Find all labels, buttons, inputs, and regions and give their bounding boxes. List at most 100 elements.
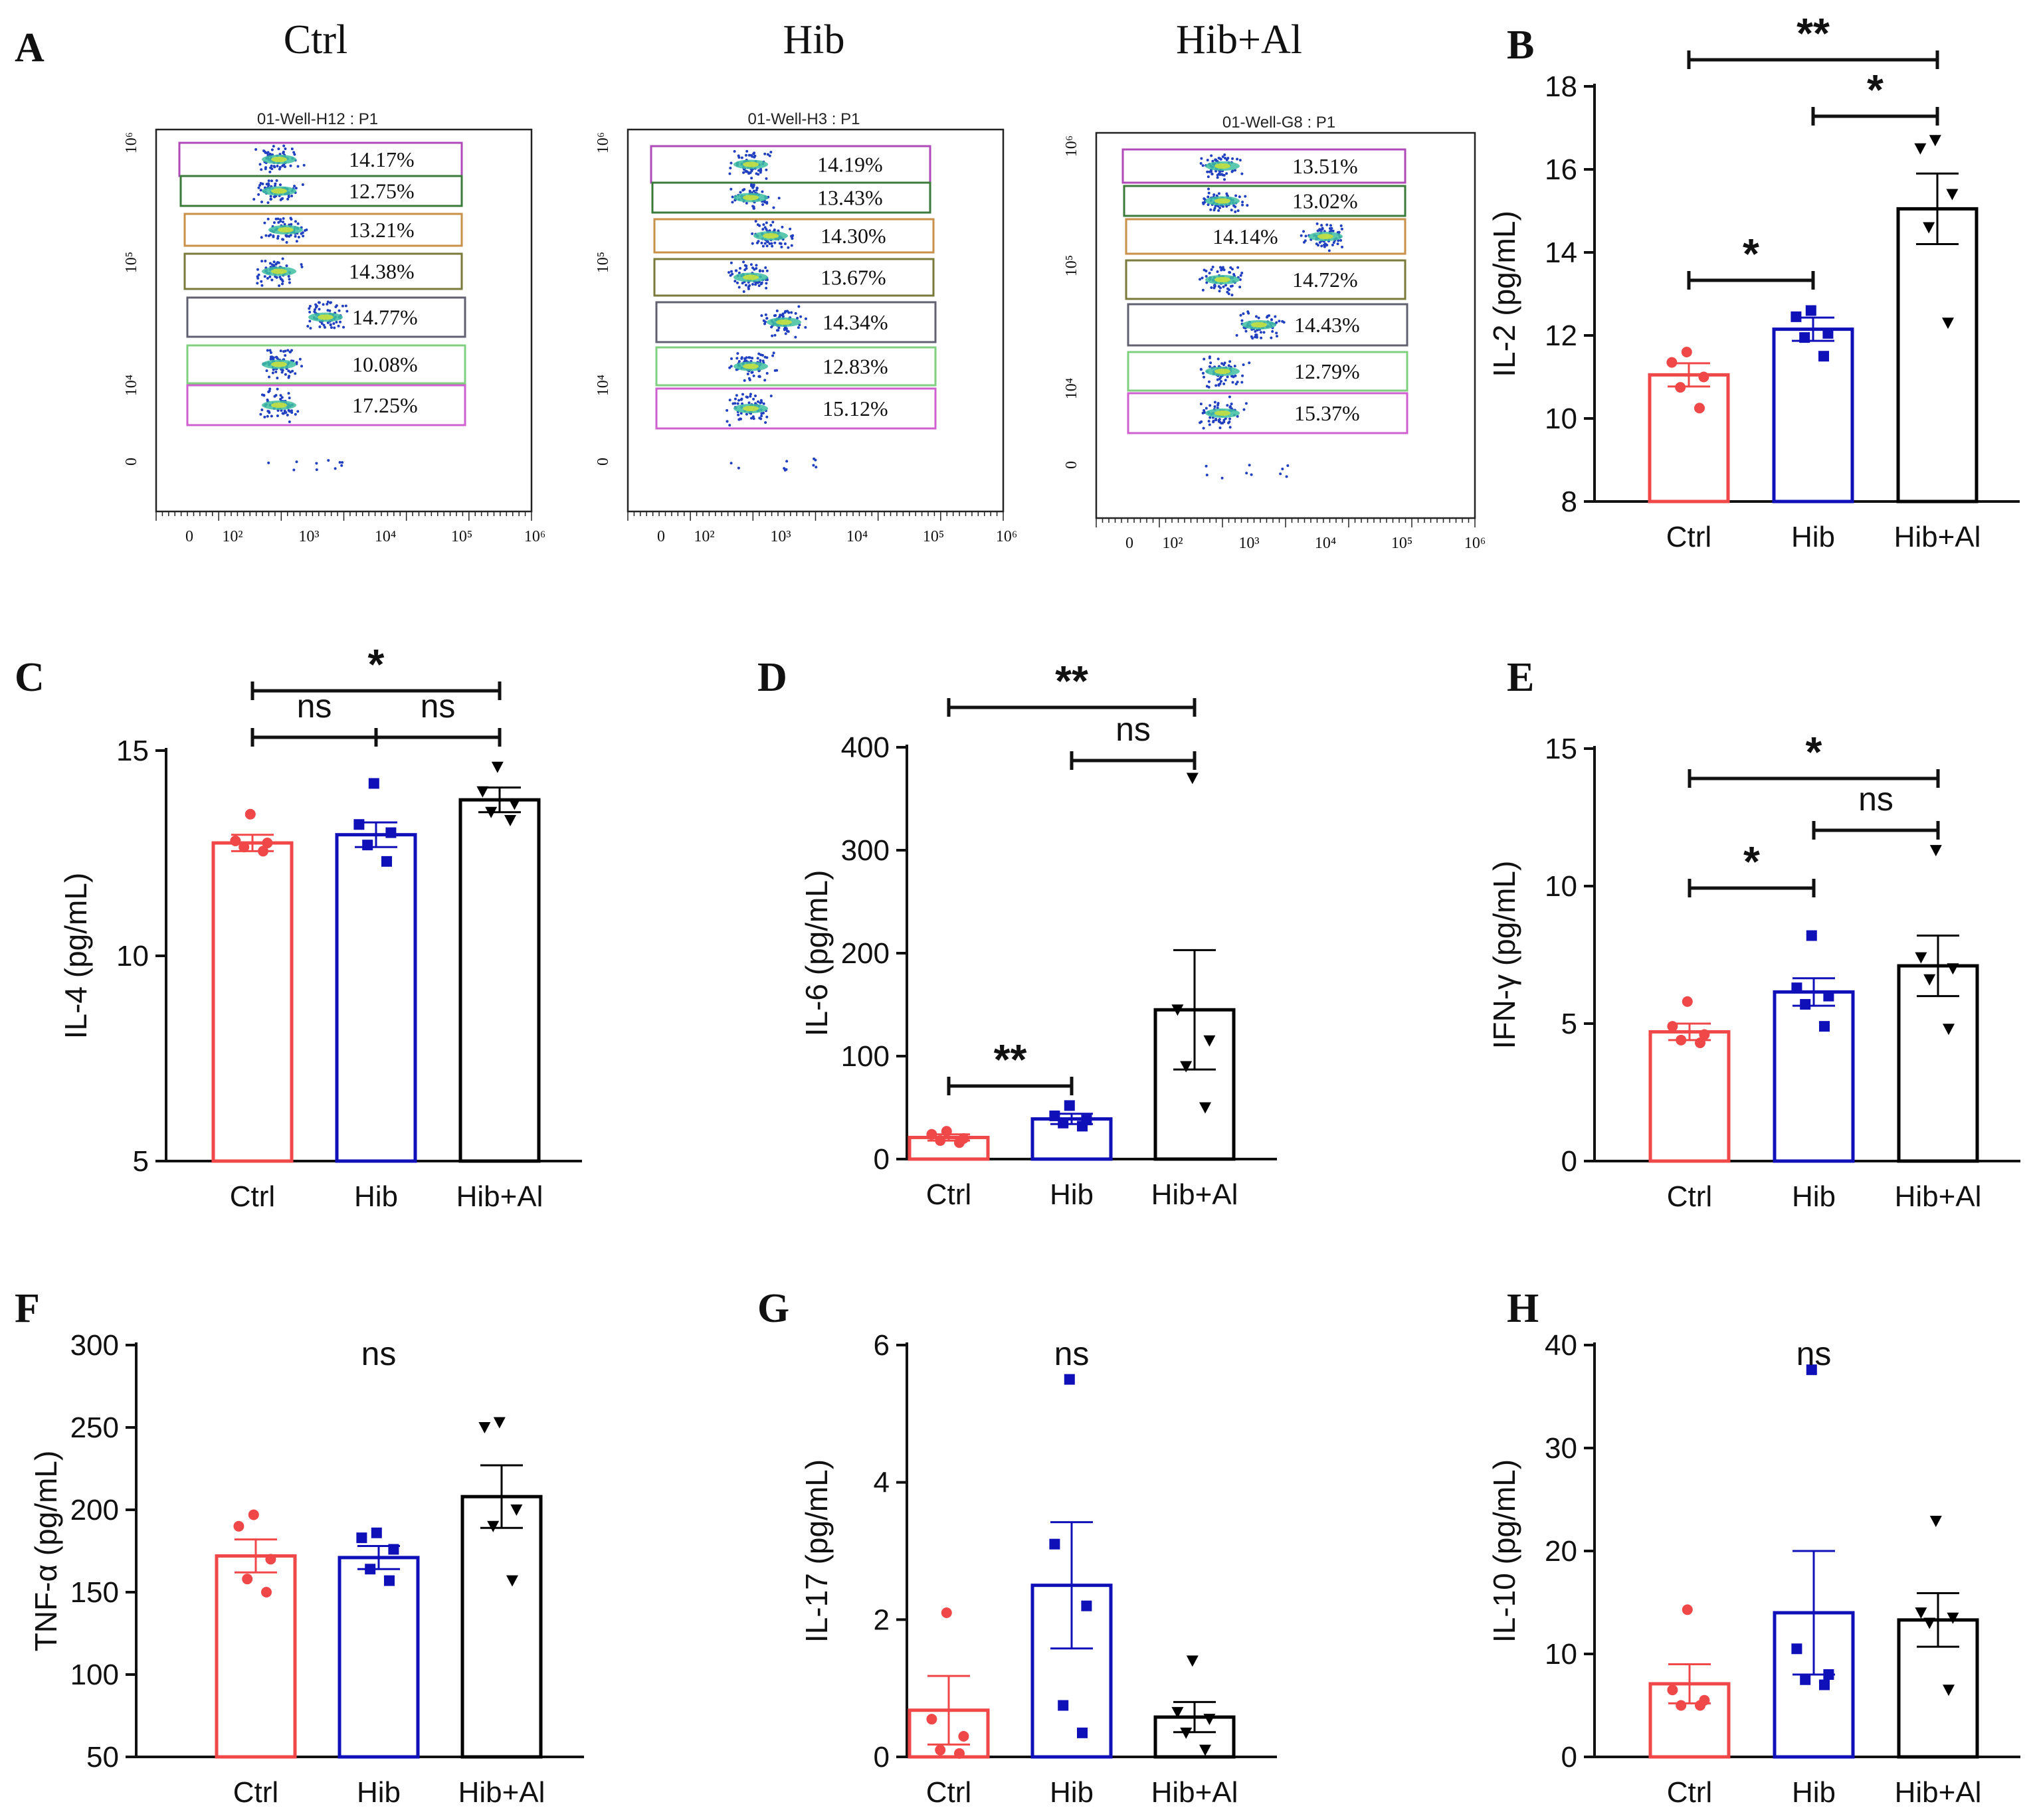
event-dot [281,238,284,241]
event-dot [783,467,786,470]
data-point [476,786,489,798]
event-dot [268,375,271,379]
data-point [1694,403,1705,414]
event-dot [770,242,773,245]
flow-gate-1: 13.51% [1121,148,1406,184]
flow-x-tick: 10⁵ [923,528,944,545]
bar-group-hibal [1896,135,1979,503]
flow-group-hib: Hib [783,17,845,62]
event-dot [1201,371,1205,375]
event-dot [1246,204,1249,207]
bar-group-hib [1773,930,1855,1163]
data-point [1800,1674,1811,1685]
significance-label: * [1743,838,1760,885]
event-dot [752,207,755,210]
data-point [248,1509,259,1520]
flow-y-tick: 0 [1063,461,1080,469]
event-dot [1232,375,1235,379]
event-dot [1325,223,1329,227]
event-dot [281,282,284,286]
significance-bracket: ** [947,1036,1074,1095]
flow-x-tick: 10⁵ [451,528,472,545]
event-dot [764,313,767,316]
event-dot [265,183,268,186]
event-dot [780,245,783,248]
data-point [1077,1727,1088,1738]
significance-label: ** [1055,657,1088,705]
flow-gate-2: 12.75% [179,175,463,207]
event-dot [757,400,760,403]
event-dot [1216,378,1219,381]
event-dot [1244,402,1248,405]
gate-box [1125,259,1406,300]
event-dot [267,391,270,394]
event-dot [760,281,763,284]
event-dot [1208,355,1211,359]
y-tick-label: 100 [70,1659,119,1691]
event-dot [274,394,278,397]
density-peak [763,233,779,238]
data-point [1667,1021,1678,1032]
gate-percentage: 17.25% [352,393,418,417]
event-dot [761,270,765,273]
event-dot [1203,409,1206,412]
event-dot [1271,330,1274,333]
event-dot [1241,203,1244,207]
event-dot [790,311,793,314]
event-dot [765,371,769,375]
event-dot [279,394,282,397]
event-dot [268,275,272,278]
event-dot [286,413,289,416]
event-dot [759,359,762,362]
y-tick-label: 6 [874,1329,890,1362]
y-tick-label: 14 [1545,236,1577,269]
event-dot [748,284,751,287]
gate-box [1127,392,1408,434]
significance-label: * [1867,66,1884,114]
event-dot [1285,475,1288,478]
event-dot [749,416,753,420]
gate-box [653,218,935,254]
event-dot [739,267,742,270]
event-dot [752,397,755,401]
event-dot [1240,381,1244,384]
event-dot [747,401,751,405]
bar-group-hib [1772,305,1854,503]
event-dot [269,355,272,359]
data-point [1822,327,1834,339]
event-dot [1202,426,1205,430]
bar-group-hibal [1897,845,1979,1163]
bar-group-ctrl [1648,1604,1731,1759]
event-dot [279,349,282,353]
event-dot [737,271,741,274]
event-dot [290,411,294,414]
event-dot [1332,241,1335,244]
data-point [1180,1727,1193,1739]
event-dot [785,460,789,463]
event-dot [1226,404,1229,407]
event-dot [341,304,344,308]
density-peak [743,406,759,411]
event-dot [790,244,793,247]
category-label: Hib+Al [456,1180,543,1213]
event-dot [1211,172,1214,175]
event-dot [1274,315,1277,318]
gate-percentage: 14.30% [821,224,886,248]
event-dot [1213,207,1216,210]
y-tick-label: 0 [1561,1741,1577,1774]
event-dot [276,236,280,240]
gate-box [650,145,931,184]
event-dot [288,281,291,284]
event-dot [747,377,751,380]
event-dot [1218,286,1222,290]
event-dot [1219,376,1222,379]
event-dot [269,195,272,198]
chart-annotation: ns [361,1335,397,1372]
event-dot [1222,363,1226,367]
event-dot [274,263,278,266]
event-dot [328,309,332,312]
event-dot [301,183,304,186]
y-tick-label: 8 [1561,486,1577,518]
y-axis-label: IFN-γ (pg/mL) [1487,861,1521,1049]
